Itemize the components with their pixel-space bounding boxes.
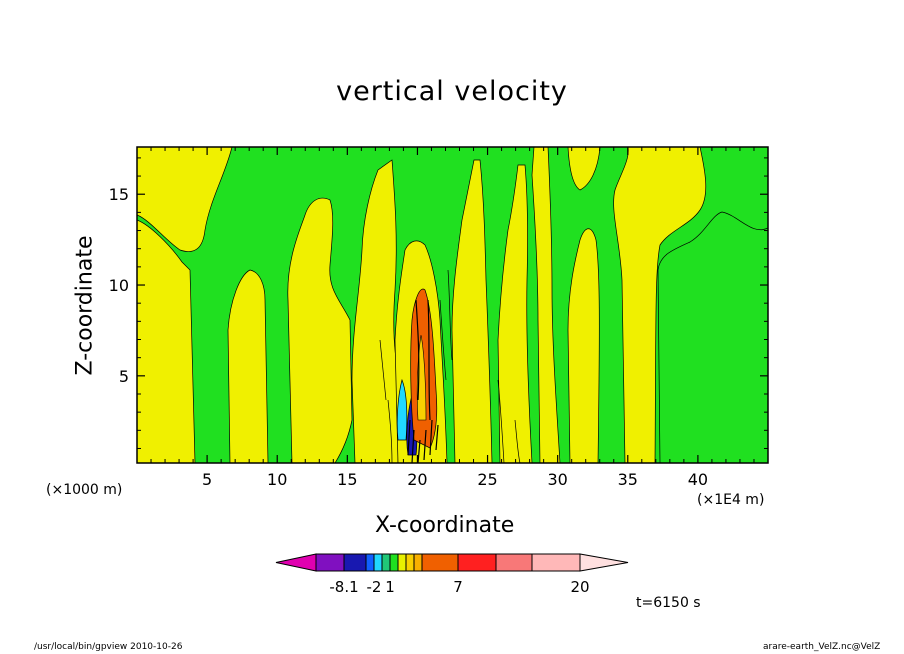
colorbar-label-2: 1 [385, 578, 395, 596]
yellow-region-e [497, 164, 533, 463]
y-ticks: 5 10 15 [109, 157, 768, 449]
colorbar-label-4: 20 [570, 578, 589, 596]
yellow-region-h [567, 228, 600, 463]
x-tick-label-3: 20 [407, 470, 427, 489]
x-tick-label-2: 15 [337, 470, 357, 489]
yellow-inner-core [416, 334, 427, 421]
x-axis-title: X-coordinate [375, 513, 515, 538]
yellow-region-b [287, 197, 353, 463]
y-tick-label-1: 10 [109, 276, 129, 295]
green-strip-right [657, 211, 768, 463]
yellow-region-c [351, 159, 401, 463]
colorbar-segment-13 [531, 553, 581, 572]
colorbar-segment-8 [405, 553, 415, 572]
colorbar-arrow-left [275, 553, 317, 572]
plot-frame [136, 146, 769, 464]
colorbar-segment-2 [343, 553, 367, 572]
colorbar-segment-12 [495, 553, 533, 572]
colorbar-segment-5 [381, 553, 391, 572]
colorbar [275, 553, 629, 572]
x-tick-label-6: 35 [618, 470, 638, 489]
x-tick-label-5: 30 [547, 470, 567, 489]
yellow-region-left [137, 219, 196, 463]
yellow-region-right [613, 147, 707, 463]
dark-core-lines [407, 299, 439, 463]
colorbar-labels: -8.1 -2 1 7 20 [329, 578, 589, 596]
yellow-region-a [227, 269, 269, 463]
colorbar-segment-9 [413, 553, 423, 572]
x-scale-label: (×1E4 m) [697, 492, 765, 508]
yellow-region-g [567, 147, 601, 191]
yellow-region-d [451, 159, 493, 463]
chart-title: vertical velocity [336, 76, 568, 107]
plot-area [137, 147, 768, 463]
colorbar-segment-7 [397, 553, 407, 572]
colorbar-segment-1 [315, 553, 345, 572]
colorbar-label-1: -2 [367, 578, 382, 596]
yellow-region-left2 [137, 147, 233, 252]
scattered-contours [379, 269, 521, 463]
x-unit-label: (×1000 m) [46, 482, 123, 498]
y-axis-title: Z-coordinate [72, 235, 98, 376]
x-ticks: 5 10 15 20 25 30 35 40 [150, 147, 755, 489]
x-tick-label-4: 25 [477, 470, 497, 489]
footer-left: /usr/local/bin/gpview 2010-10-26 [34, 642, 183, 652]
colorbar-label-3: 7 [453, 578, 463, 596]
yellow-region-f [531, 147, 561, 463]
time-label: t=6150 s [636, 595, 701, 611]
colorbar-segment-11 [457, 553, 497, 572]
colorbar-arrow-right [579, 553, 629, 572]
y-tick-label-0: 5 [119, 367, 129, 386]
colorbar-segment-6 [389, 553, 399, 572]
cyan-region [396, 378, 408, 441]
colorbar-label-0: -8.1 [329, 578, 358, 596]
colorbar-segment-3 [365, 553, 375, 572]
x-tick-label-0: 5 [202, 470, 212, 489]
x-tick-label-1: 10 [267, 470, 287, 489]
colorbar-segment-10 [421, 553, 459, 572]
x-tick-label-7: 40 [688, 470, 708, 489]
y-tick-label-2: 15 [109, 185, 129, 204]
colorbar-segment-4 [373, 553, 383, 572]
footer-right: arare-earth_VelZ.nc@VelZ [763, 642, 881, 652]
